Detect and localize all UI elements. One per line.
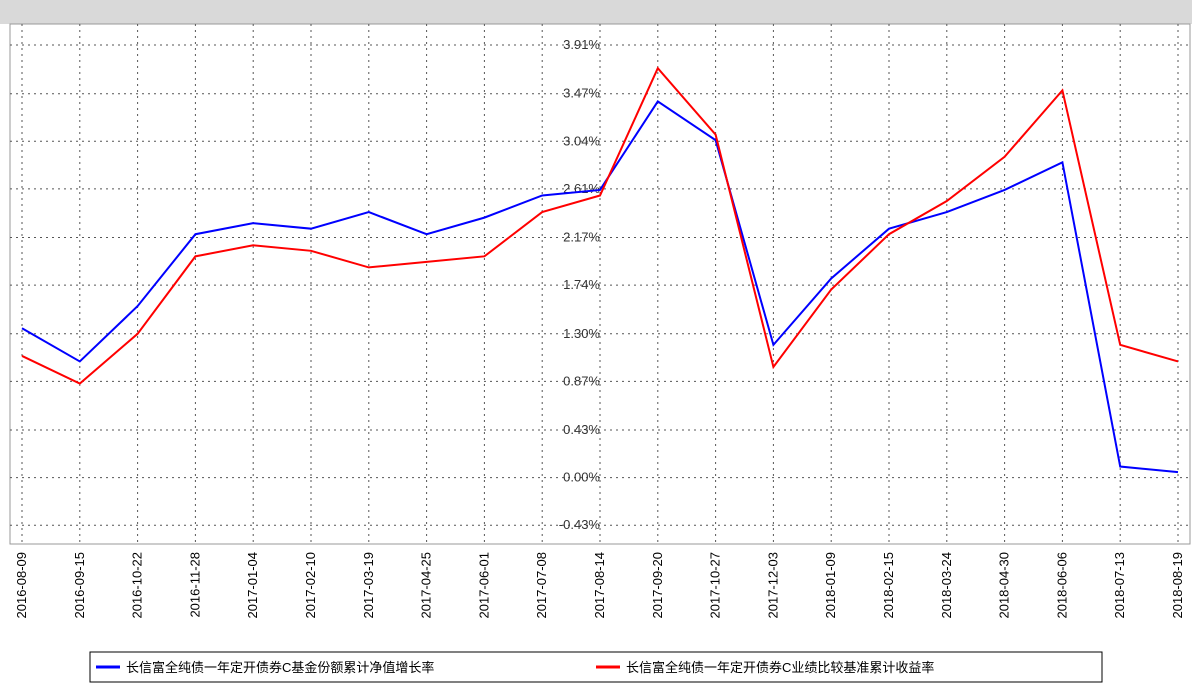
y-tick-label: 1.30% [563, 326, 600, 341]
x-tick-label: 2017-08-14 [592, 552, 607, 619]
x-tick-label: 2017-06-01 [476, 552, 491, 619]
x-tick-label: 2017-10-27 [708, 552, 723, 619]
y-tick-label: 0.43% [563, 422, 600, 437]
y-tick-label: 3.91% [563, 37, 600, 52]
x-tick-label: 2017-02-10 [303, 552, 318, 619]
series-line [21, 100, 1179, 474]
x-tick-label: 2018-04-30 [997, 552, 1012, 619]
x-tick-label: 2016-11-28 [187, 552, 202, 618]
x-tick-label: 2017-12-03 [765, 552, 780, 619]
x-tick-label: 2017-03-19 [361, 552, 376, 619]
x-tick-label: 2017-04-25 [419, 552, 434, 619]
y-tick-label: 0.87% [563, 373, 600, 388]
x-tick-label: 2016-10-22 [130, 552, 145, 619]
x-tick-label: 2018-02-15 [881, 552, 896, 619]
x-tick-label: 2018-01-09 [823, 552, 838, 619]
x-tick-label: 2017-01-04 [245, 552, 260, 619]
legend-label: 长信富全纯债一年定开债券C业绩比较基准累计收益率 [626, 660, 934, 675]
top-bar [0, 0, 1192, 24]
y-tick-label: -0.43% [559, 517, 601, 532]
y-tick-label: 2.17% [563, 230, 600, 245]
y-tick-label: 1.74% [563, 277, 600, 292]
y-tick-label: 3.04% [563, 133, 600, 148]
series-line [21, 66, 1179, 385]
x-tick-label: 2018-07-13 [1112, 552, 1127, 619]
x-tick-label: 2018-06-06 [1054, 552, 1069, 619]
x-tick-label: 2016-08-09 [14, 552, 29, 619]
x-tick-label: 2017-09-20 [650, 552, 665, 619]
legend-label: 长信富全纯债一年定开债券C基金份额累计净值增长率 [126, 660, 434, 675]
x-tick-label: 2016-09-15 [72, 552, 87, 619]
x-tick-label: 2018-08-19 [1170, 552, 1185, 619]
x-tick-label: 2018-03-24 [939, 552, 954, 619]
y-tick-label: 0.00% [563, 470, 600, 485]
x-tick-label: 2017-07-08 [534, 552, 549, 619]
y-tick-label: 3.47% [563, 86, 600, 101]
